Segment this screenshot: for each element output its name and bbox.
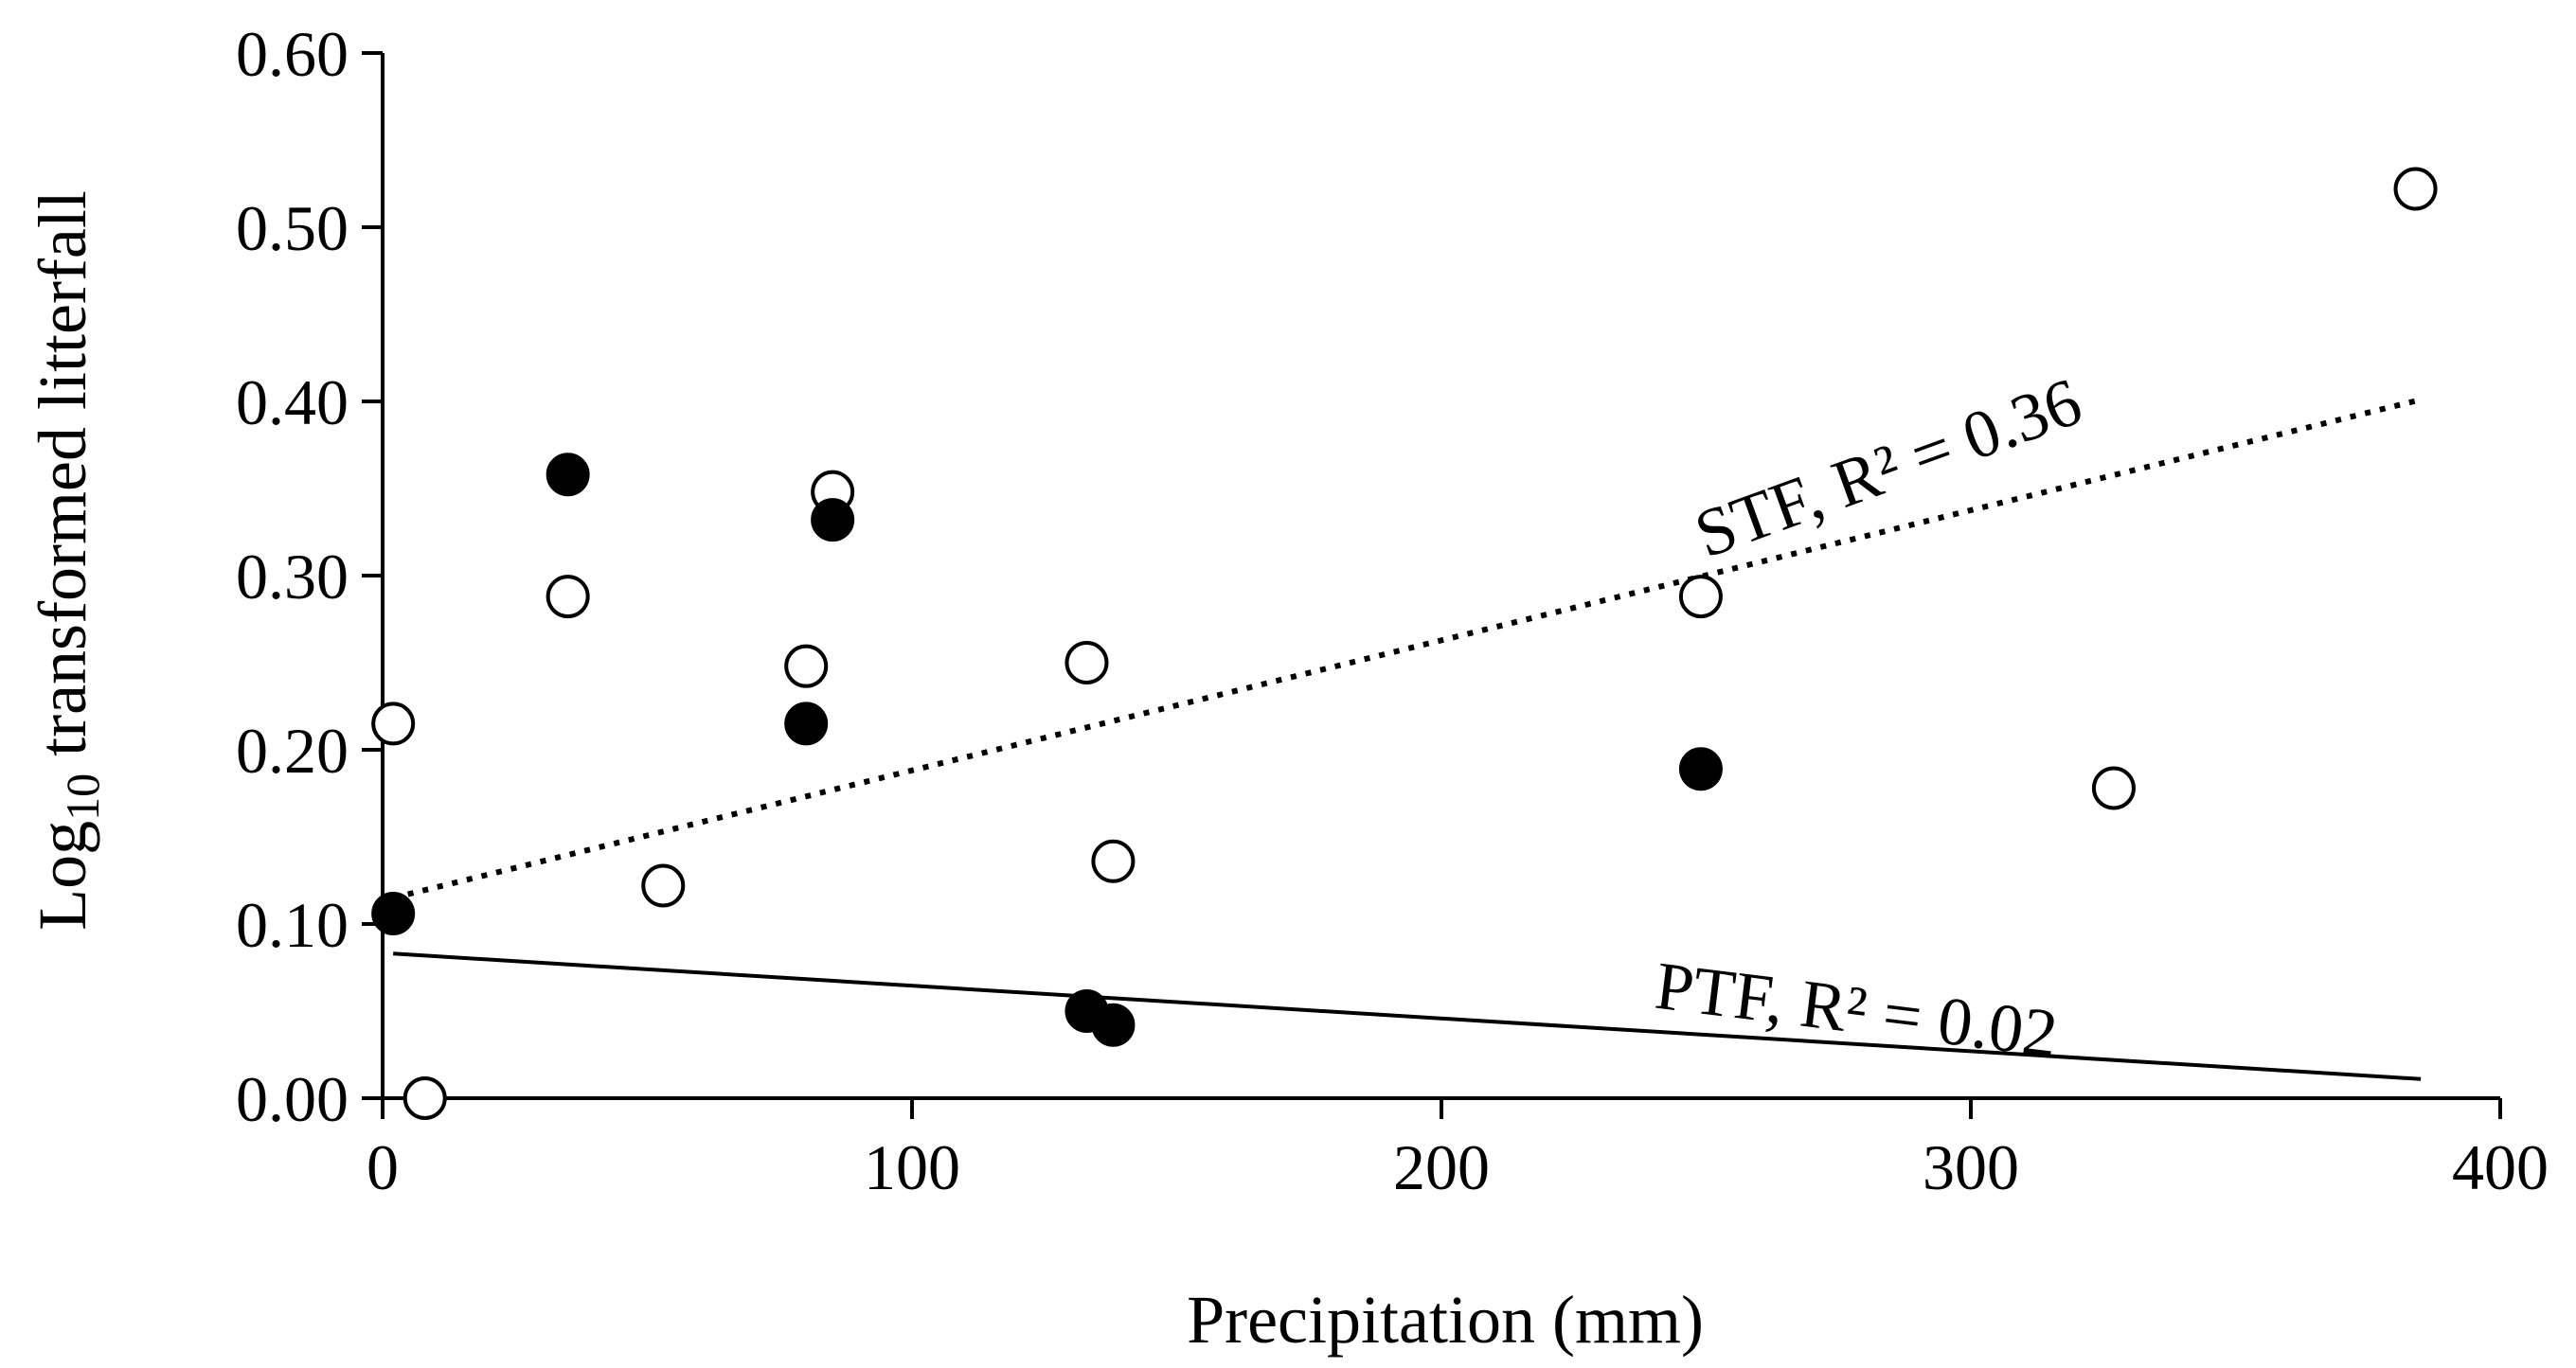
y-tick-label: 0.50 [236, 192, 349, 264]
x-axis-title: Precipitation (mm) [1187, 1282, 1704, 1358]
point-stf [546, 575, 590, 619]
axes [381, 53, 2500, 1100]
point-ptf [784, 702, 829, 746]
point-ptf [546, 453, 590, 497]
y-tick-label: 0.60 [236, 18, 349, 90]
point-stf [1064, 641, 1109, 684]
trendline-label-stf: STF, R² = 0.36 [1686, 364, 2091, 573]
point-stf [371, 702, 416, 746]
y-axis-ticks: 0.00 0.10 0.20 0.30 0.40 0.50 0.60 [236, 18, 383, 1135]
point-stf [1091, 839, 1136, 883]
x-tick-label: 0 [367, 1131, 399, 1203]
y-tick-label: 0.10 [236, 889, 349, 961]
point-stf [784, 644, 829, 688]
point-ptf [811, 498, 855, 542]
data-points [371, 167, 2438, 1120]
trendline-labels: STF, R² = 0.36 PTF, R² = 0.02 [1652, 364, 2091, 1073]
y-axis-title-suffix: transformed litterfall [25, 190, 100, 773]
y-tick-label: 0.20 [236, 715, 349, 787]
trendline-label-ptf: PTF, R² = 0.02 [1652, 948, 2062, 1072]
point-ptf [1678, 747, 1723, 791]
y-axis-title-prefix: Log [25, 821, 100, 931]
trendlines [392, 397, 2422, 1081]
x-tick-label: 400 [2452, 1131, 2549, 1203]
y-tick-label: 0.30 [236, 541, 349, 613]
point-stf [2091, 766, 2136, 810]
trendline-stf [392, 397, 2422, 901]
point-stf [641, 863, 686, 908]
point-ptf [371, 891, 416, 935]
y-axis-title-subscript: 10 [56, 773, 109, 821]
trendline-ptf [393, 951, 2422, 1081]
x-tick-label: 200 [1393, 1131, 1490, 1203]
point-stf [1678, 575, 1723, 619]
x-tick-label: 100 [864, 1131, 960, 1203]
x-tick-label: 300 [1923, 1131, 2019, 1203]
point-ptf [1091, 1003, 1136, 1047]
y-tick-label: 0.40 [236, 366, 349, 438]
point-stf [2393, 167, 2438, 211]
y-axis-title: Log10 transformed litterfall [25, 190, 109, 931]
y-tick-label: 0.00 [236, 1063, 349, 1135]
point-stf [402, 1076, 447, 1120]
x-axis-ticks: 0 100 200 300 400 [367, 1098, 2549, 1203]
